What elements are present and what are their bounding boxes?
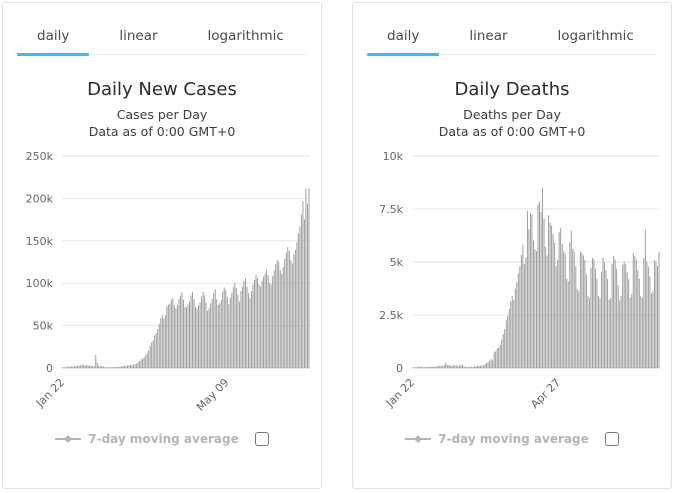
subtitle-line-1: Deaths per Day bbox=[463, 107, 561, 122]
legend-label: 7-day moving average bbox=[88, 432, 239, 446]
legend-label: 7-day moving average bbox=[438, 432, 589, 446]
svg-text:150k: 150k bbox=[26, 235, 54, 248]
legend-item[interactable]: 7-day moving average bbox=[55, 432, 239, 446]
svg-text:5k: 5k bbox=[390, 256, 404, 269]
svg-text:10k: 10k bbox=[383, 150, 404, 163]
svg-text:50k: 50k bbox=[33, 320, 54, 333]
subtitle-line-1: Cases per Day bbox=[116, 107, 208, 122]
svg-text:7.5k: 7.5k bbox=[379, 203, 403, 216]
daily-deaths-chart: 0 2.5k 5k 7.5k 10k Jan 22 Apr 27 bbox=[353, 146, 671, 428]
tab-daily[interactable]: daily bbox=[367, 23, 440, 56]
series-marker-icon bbox=[55, 435, 82, 443]
tab-linear[interactable]: linear bbox=[469, 28, 508, 44]
chart-subtitle: Cases per Day Data as of 0:00 GMT+0 bbox=[3, 107, 321, 140]
bar-chart-svg: 0 2.5k 5k 7.5k 10k Jan 22 Apr 27 bbox=[379, 150, 660, 411]
subtitle-line-2: Data as of 0:00 GMT+0 bbox=[88, 123, 236, 139]
svg-text:100k: 100k bbox=[26, 277, 54, 290]
series-marker-icon bbox=[405, 435, 432, 443]
chart-title: Daily New Cases bbox=[87, 79, 237, 100]
legend: 7-day moving average bbox=[353, 432, 671, 446]
moving-average-checkbox[interactable] bbox=[254, 432, 269, 446]
chart-subtitle: Deaths per Day Data as of 0:00 GMT+0 bbox=[353, 107, 671, 140]
moving-average-checkbox[interactable] bbox=[604, 432, 619, 446]
tab-logarithmic[interactable]: logarithmic bbox=[557, 28, 634, 44]
svg-text:0: 0 bbox=[396, 362, 403, 375]
tab-logarithmic[interactable]: logarithmic bbox=[207, 28, 284, 44]
svg-text:200k: 200k bbox=[26, 192, 54, 205]
legend-item[interactable]: 7-day moving average bbox=[405, 432, 589, 446]
svg-text:2.5k: 2.5k bbox=[379, 309, 403, 322]
svg-text:May 09: May 09 bbox=[194, 376, 232, 414]
chart-type-tabs: daily linear logarithmic bbox=[367, 23, 657, 56]
svg-text:250k: 250k bbox=[26, 150, 54, 163]
subtitle-line-2: Data as of 0:00 GMT+0 bbox=[438, 123, 586, 139]
panel-daily-new-cases: daily linear logarithmic Daily New Cases… bbox=[2, 2, 322, 489]
svg-text:Jan 22: Jan 22 bbox=[33, 376, 67, 410]
panel-daily-deaths: daily linear logarithmic Daily Deaths De… bbox=[352, 2, 672, 489]
svg-text:Apr 27: Apr 27 bbox=[528, 376, 563, 411]
legend: 7-day moving average bbox=[3, 432, 321, 446]
daily-new-cases-chart: 0 50k 100k 150k 200k 250k Jan 22 May 09 bbox=[3, 146, 321, 428]
chart-title: Daily Deaths bbox=[454, 79, 570, 100]
chart-type-tabs: daily linear logarithmic bbox=[17, 23, 307, 56]
tab-linear[interactable]: linear bbox=[119, 28, 158, 44]
svg-text:0: 0 bbox=[46, 362, 53, 375]
svg-text:Jan 22: Jan 22 bbox=[383, 376, 417, 410]
bar-chart-svg: 0 50k 100k 150k 200k 250k Jan 22 May 09 bbox=[26, 150, 310, 414]
tab-daily[interactable]: daily bbox=[17, 23, 90, 56]
